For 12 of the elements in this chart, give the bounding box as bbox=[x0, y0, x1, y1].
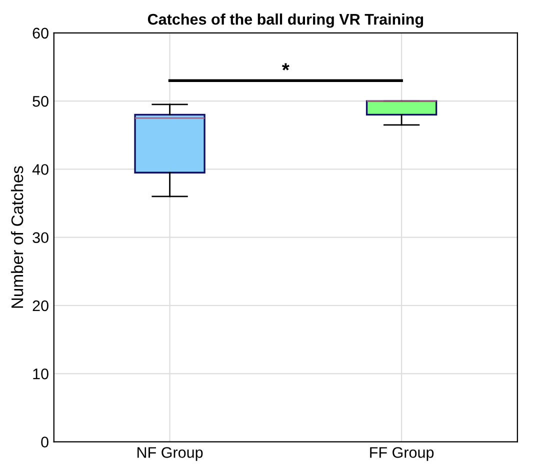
y-tick-label: 40 bbox=[32, 164, 48, 175]
y-tick-label: 20 bbox=[32, 300, 48, 312]
y-axis-title: Number of Catches bbox=[10, 166, 24, 308]
y-tick-label: 50 bbox=[32, 96, 48, 107]
y-tick-label: 30 bbox=[32, 232, 48, 244]
x-tick-label: NF Group bbox=[138, 447, 203, 461]
annotation: * bbox=[282, 63, 290, 70]
y-tick-label: 60 bbox=[32, 28, 48, 39]
y-tick-label: 10 bbox=[33, 368, 48, 380]
y-tick-label: 0 bbox=[41, 436, 48, 448]
chart-title: Catches of the ball during VR Training bbox=[148, 13, 424, 28]
x-tick-label: FF Group bbox=[370, 447, 434, 461]
